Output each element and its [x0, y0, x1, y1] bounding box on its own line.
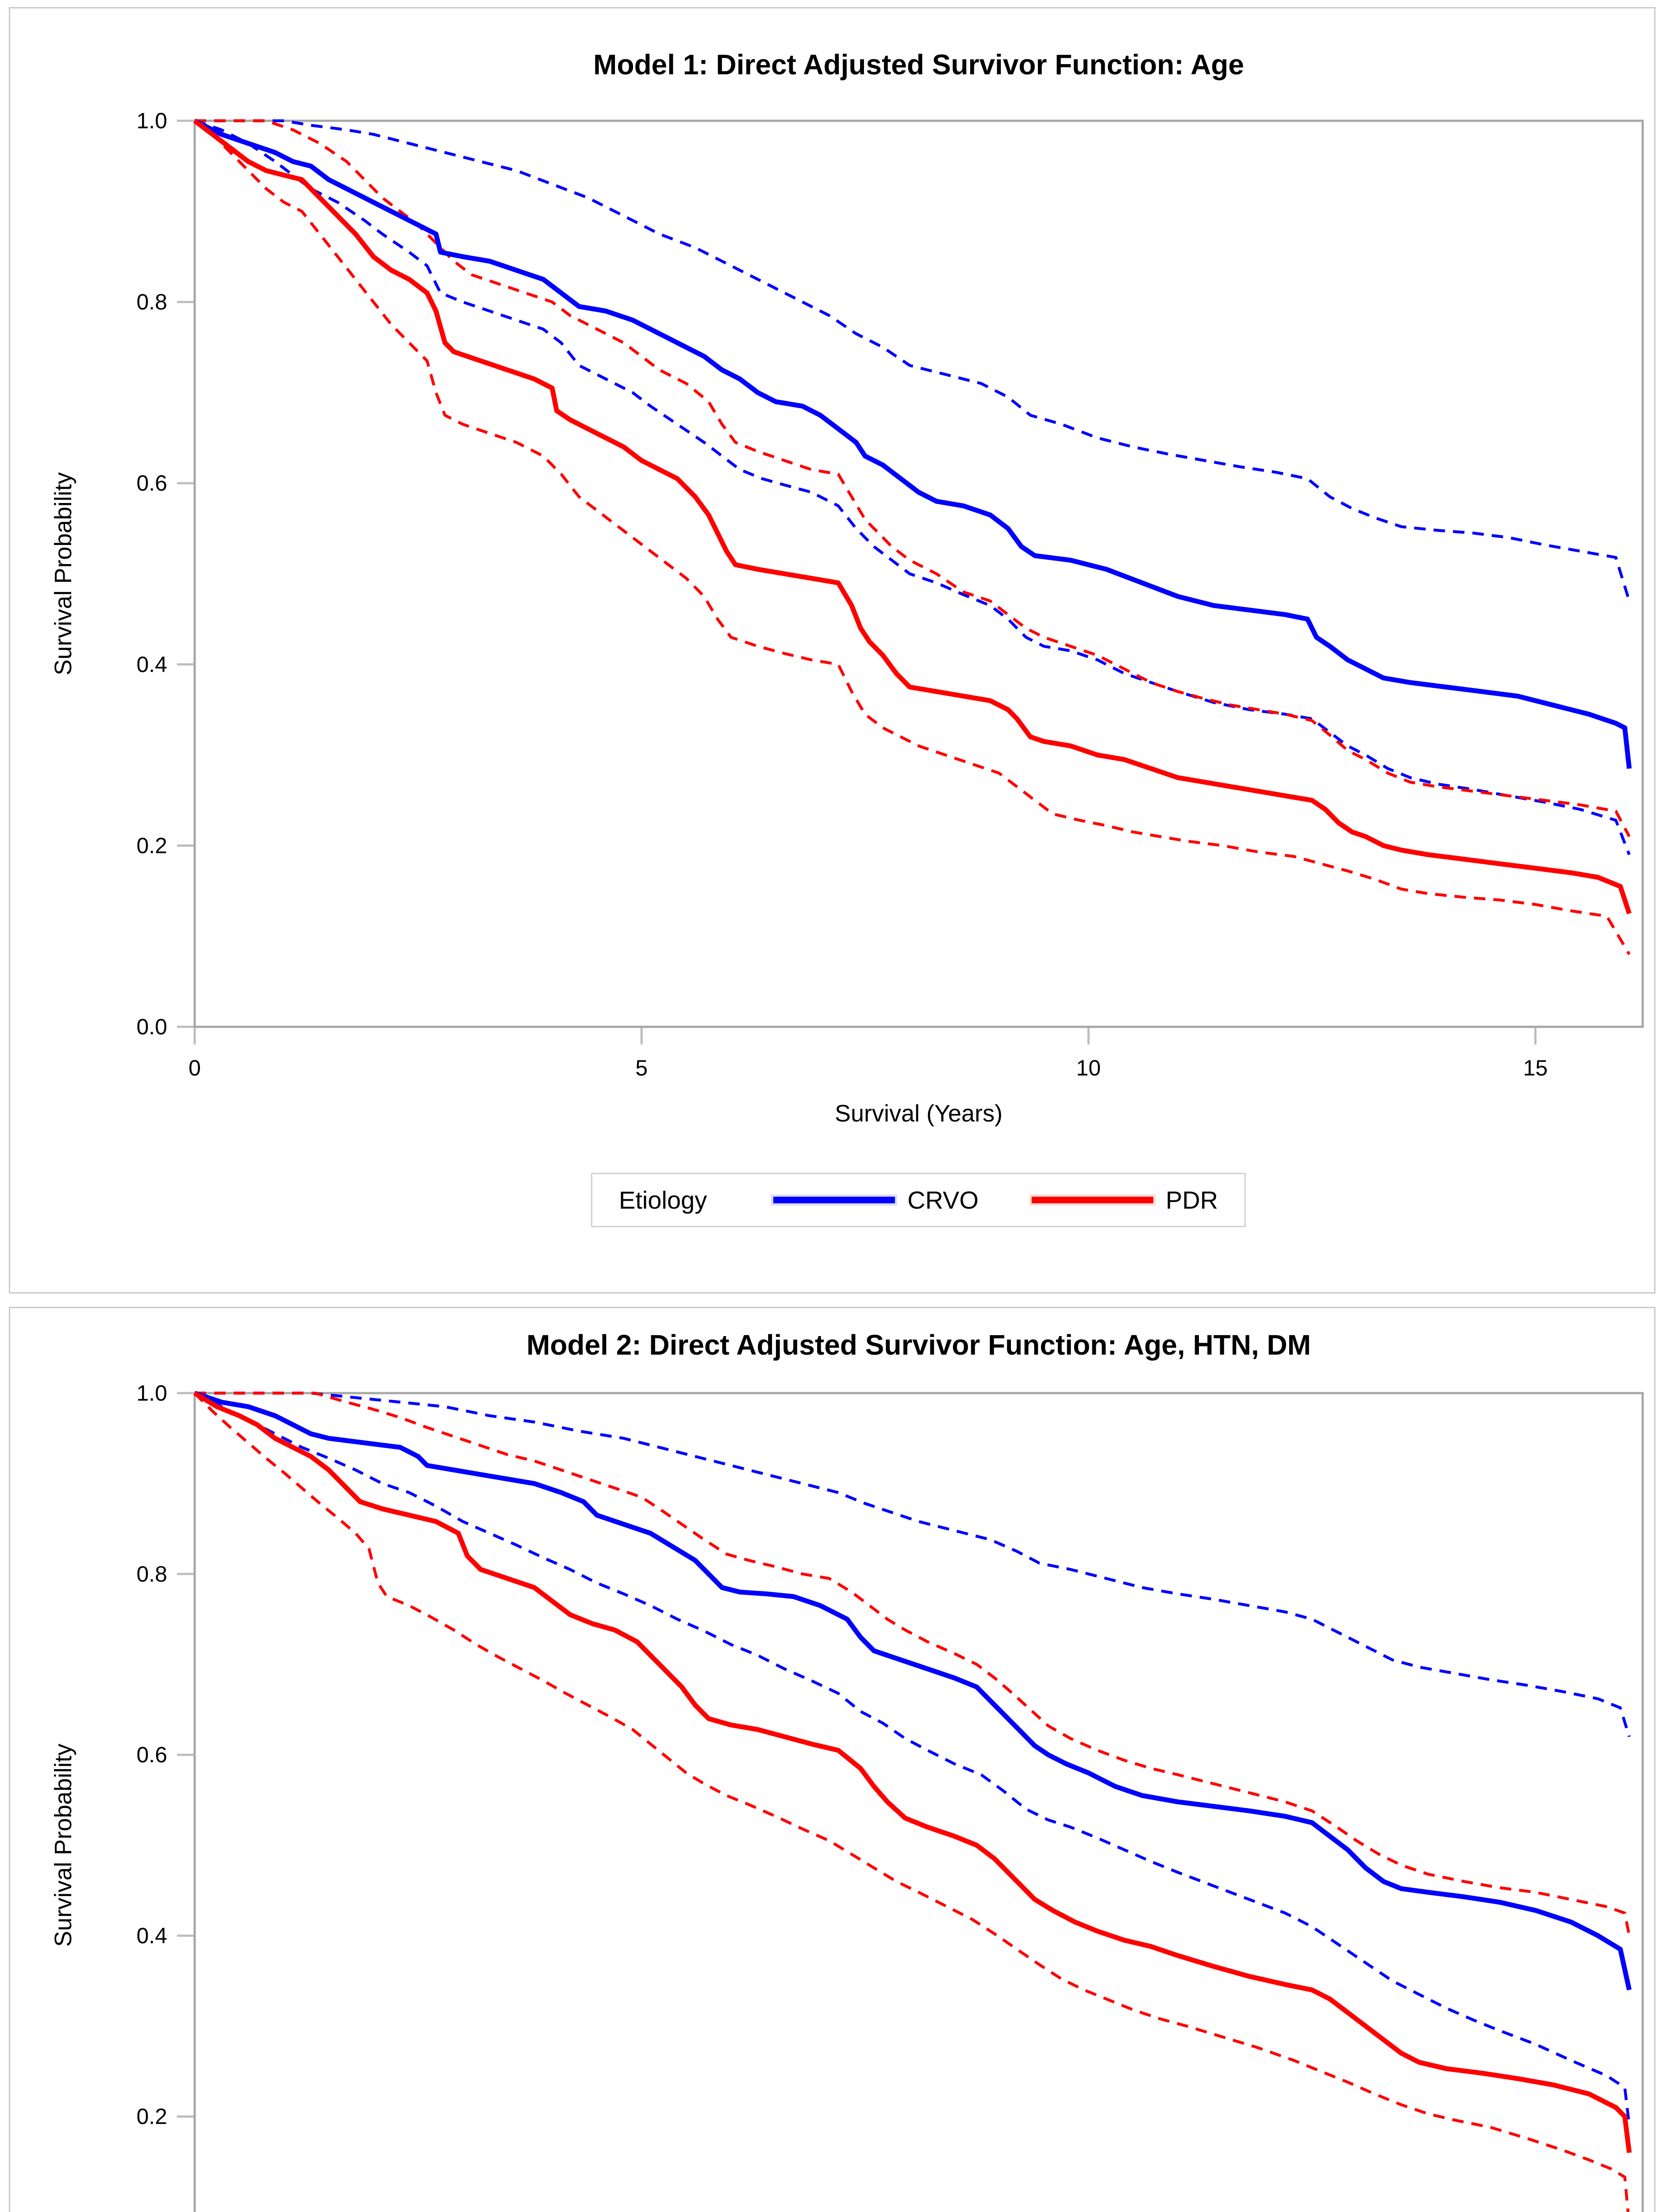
legend-item-crvo: CRVO: [773, 1186, 979, 1214]
svg-text:10: 10: [1076, 1056, 1101, 1080]
legend-item-pdr: PDR: [1031, 1186, 1218, 1214]
svg-text:1.0: 1.0: [136, 1381, 167, 1406]
svg-text:5: 5: [635, 1056, 648, 1080]
chart-title-model1: Model 1: Direct Adjusted Survivor Functi…: [593, 49, 1244, 81]
svg-text:0.8: 0.8: [136, 1562, 167, 1586]
svg-text:0.6: 0.6: [136, 1743, 167, 1767]
svg-text:0.2: 0.2: [136, 833, 167, 858]
legend: Etiology CRVO PDR: [591, 1173, 1246, 1227]
svg-text:15: 15: [1523, 1056, 1548, 1080]
svg-text:0.0: 0.0: [136, 1014, 167, 1039]
x-axis-label: Survival (Years): [834, 1100, 1003, 1127]
svg-text:0.6: 0.6: [136, 471, 167, 495]
legend-label-pdr: PDR: [1165, 1186, 1218, 1214]
model2-chart-panel: Model 2: Direct Adjusted Survivor Functi…: [9, 1307, 1655, 2212]
model1-chart-panel: Model 1: Direct Adjusted Survivor Functi…: [9, 7, 1655, 1294]
pdr-line-swatch: [1031, 1197, 1153, 1203]
crvo-line-swatch: [773, 1197, 895, 1203]
survival-plot-model1: 0.0 0.2 0.4 0.6 0.8 1.0 0 5 10 15: [136, 108, 1644, 1080]
svg-text:0.2: 0.2: [136, 2104, 167, 2129]
svg-text:0: 0: [188, 1056, 201, 1080]
svg-text:0.4: 0.4: [136, 652, 167, 677]
legend-label-crvo: CRVO: [907, 1186, 979, 1214]
svg-text:1.0: 1.0: [136, 108, 167, 133]
svg-text:0.4: 0.4: [136, 1923, 167, 1948]
legend-title: Etiology: [618, 1186, 707, 1214]
chart-title-model2: Model 2: Direct Adjusted Survivor Functi…: [526, 1329, 1311, 1361]
svg-text:0.8: 0.8: [136, 290, 167, 315]
